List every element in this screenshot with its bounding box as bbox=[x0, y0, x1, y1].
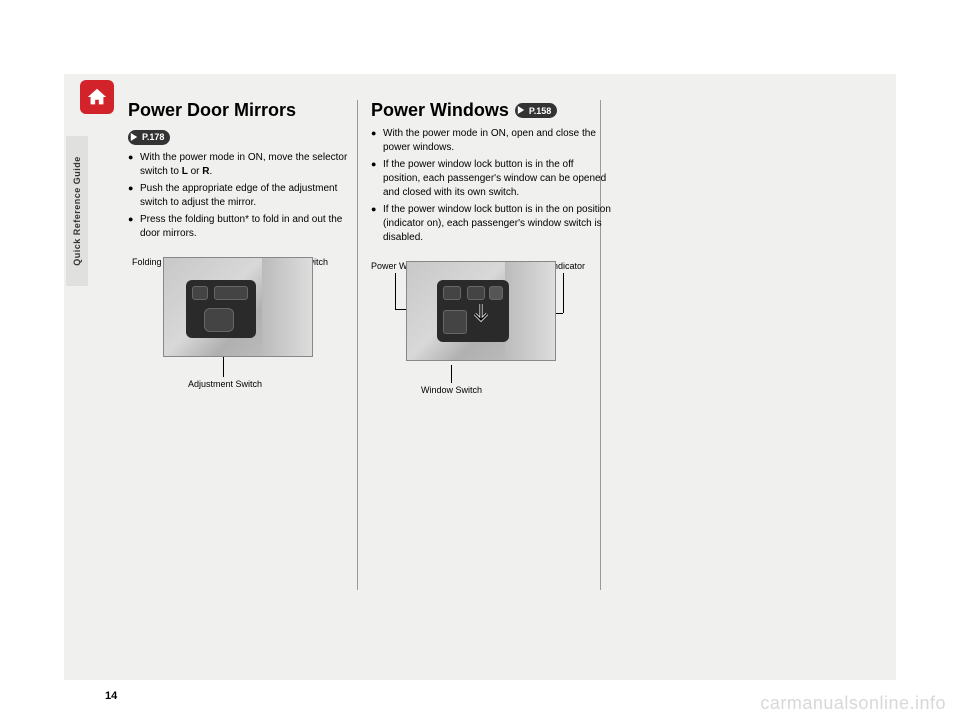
diagram-door-mirrors: Folding Button* Selector Switch Adjustme… bbox=[128, 257, 348, 357]
label-adjustment-switch: Adjustment Switch bbox=[188, 379, 262, 389]
photo-mirror-switch bbox=[163, 257, 313, 357]
home-button[interactable] bbox=[80, 80, 114, 114]
side-tab: Quick Reference Guide bbox=[66, 136, 88, 286]
page-ref-158[interactable]: P.158 bbox=[515, 103, 557, 118]
section1-title-text: Power Door Mirrors bbox=[128, 100, 296, 121]
photo-window-switch bbox=[406, 261, 556, 361]
section2-title: Power Windows P.158 bbox=[371, 100, 611, 121]
page-number: 14 bbox=[105, 690, 117, 702]
section-power-windows: Power Windows P.158 With the power mode … bbox=[371, 100, 611, 379]
section-power-door-mirrors: Power Door Mirrors P.178 With the power … bbox=[128, 100, 353, 379]
watermark: carmanualsonline.info bbox=[760, 693, 946, 714]
bullet: Press the folding button* to fold in and… bbox=[128, 213, 353, 241]
page-ref-178[interactable]: P.178 bbox=[128, 130, 170, 145]
section1-title: Power Door Mirrors bbox=[128, 100, 353, 121]
side-tab-label: Quick Reference Guide bbox=[72, 156, 82, 266]
content-area: Power Door Mirrors P.178 With the power … bbox=[128, 100, 628, 379]
section1-bullets: With the power mode in ON, move the sele… bbox=[128, 151, 353, 241]
bullet: If the power window lock button is in th… bbox=[371, 158, 611, 200]
home-icon bbox=[86, 86, 108, 108]
label-window-switch: Window Switch bbox=[421, 385, 482, 395]
bullet: Push the appropriate edge of the adjustm… bbox=[128, 182, 353, 210]
diagram-power-windows: Power Window Lock Button Indicator bbox=[371, 261, 591, 361]
bullet: With the power mode in ON, open and clos… bbox=[371, 127, 611, 155]
bullet: If the power window lock button is in th… bbox=[371, 203, 611, 245]
bullet: With the power mode in ON, move the sele… bbox=[128, 151, 353, 179]
section2-title-text: Power Windows bbox=[371, 100, 509, 121]
section2-bullets: With the power mode in ON, open and clos… bbox=[371, 127, 611, 245]
